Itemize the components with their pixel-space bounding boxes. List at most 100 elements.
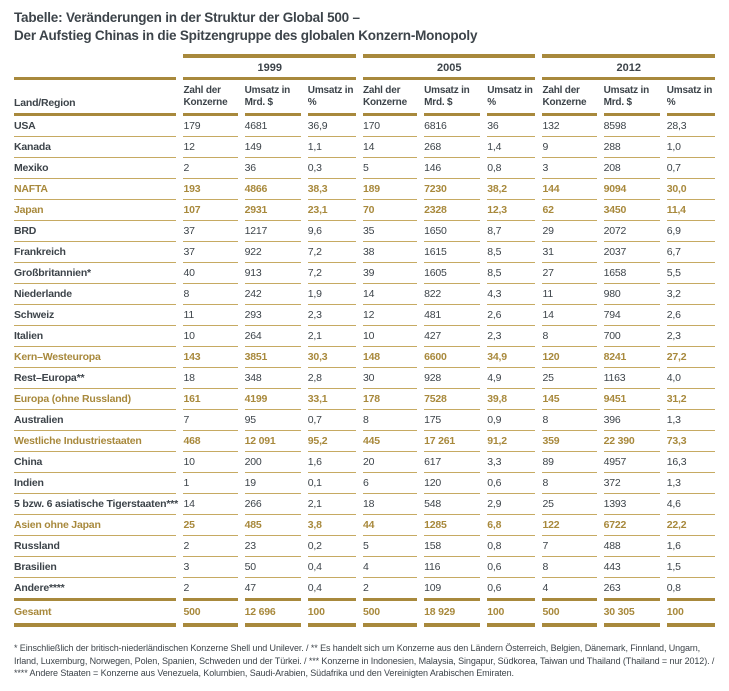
row-label: Brasilien [14, 557, 177, 578]
cell-value: 8 [362, 410, 418, 431]
global500-table: 1999 2005 2012 Land/Region Zahl der Konz… [7, 54, 722, 627]
row-label: Frankreich [14, 242, 177, 263]
row-label: Kanada [14, 137, 177, 158]
table-row: Kern–Westeuropa 143 3851 30,3 148 6600 34,9 120… [14, 347, 715, 368]
row-label: Schweiz [14, 305, 177, 326]
cell-value: 0,2 [307, 536, 356, 557]
cell-value: 1285 [424, 515, 481, 536]
corner-cell [14, 54, 177, 80]
cell-value: 2,1 [307, 326, 356, 347]
cell-value: 145 [542, 389, 597, 410]
cell-value: 0,4 [307, 582, 322, 594]
cell-value: 3,3 [487, 452, 536, 473]
cell-value: 16,3 [666, 452, 715, 473]
cell-value: 100 [487, 598, 536, 627]
row-label: Gesamt [14, 598, 177, 627]
cell-value: 617 [424, 452, 481, 473]
cell-value: 8241 [603, 347, 660, 368]
cell-value: 2,9 [487, 494, 536, 515]
cell-value: 47 [244, 582, 256, 594]
cell-value: 25 [542, 368, 597, 389]
cell-value: 132 [542, 116, 597, 137]
row-label: USA [14, 116, 177, 137]
cell-value: 12 696 [244, 598, 301, 627]
cell-value: 23 [244, 536, 301, 557]
cell-value: 1217 [244, 221, 301, 242]
col-header-umsatz-mrd-1999: Umsatz in Mrd. $ [244, 80, 301, 116]
table-row: Europa (ohne Russland) 161 4199 33,1 178 7528… [14, 389, 715, 410]
row-label: Russland [14, 536, 177, 557]
cell-value: 3450 [603, 200, 660, 221]
cell-value: 2,8 [307, 368, 356, 389]
table-body: USA 179 4681 36,9 170 6816 36 132 8598 28,3 Kanada… [14, 116, 715, 627]
cell-value: 193 [183, 179, 238, 200]
cell-value: 27,2 [666, 347, 715, 368]
table-row: Mexiko 2 36 0,3 5 146 0,8 3 208 0,7 [14, 158, 715, 179]
cell-value: 1615 [424, 242, 481, 263]
cell-value: 2,3 [307, 305, 356, 326]
cell-value: 38 [362, 242, 418, 263]
cell-value: 36,9 [307, 116, 356, 137]
cell-value: 7,2 [307, 263, 356, 284]
row-label: China [14, 452, 177, 473]
cell-value: 6600 [424, 347, 481, 368]
cell-value: 39 [362, 263, 418, 284]
table-row: Rest–Europa** 18 348 2,8 30 928 4,9 25 1163 4,0 [14, 368, 715, 389]
cell-value: 4957 [603, 452, 660, 473]
row-label: 5 bzw. 6 asiatische Tigerstaaten*** [14, 494, 178, 515]
cell-value: 18 [362, 494, 418, 515]
cell-value: 44 [362, 515, 418, 536]
year-header-row: 1999 2005 2012 [14, 54, 715, 80]
cell-value: 2072 [603, 221, 660, 242]
cell-value: 4,0 [666, 368, 715, 389]
table-row: USA 179 4681 36,9 170 6816 36 132 8598 28,3 [14, 116, 715, 137]
cell-value: 7 [183, 410, 238, 431]
cell-value: 20 [362, 452, 418, 473]
table-row: China 10 200 1,6 20 617 3,3 89 4957 16,3 [14, 452, 715, 473]
cell-value: 19 [244, 473, 301, 494]
row-label: Asien ohne Japan [14, 515, 177, 536]
cell-value: 38,3 [307, 179, 356, 200]
cell-value: 4,3 [487, 284, 536, 305]
table-row: Indien 1 19 0,1 6 120 0,6 8 372 1,3 [14, 473, 715, 494]
cell-value: 822 [424, 284, 481, 305]
cell-value: 372 [603, 473, 660, 494]
cell-value: 2 [362, 582, 369, 594]
cell-value: 120 [542, 347, 597, 368]
row-label: Rest–Europa** [14, 368, 177, 389]
cell-value: 31,2 [666, 389, 715, 410]
cell-value: 23,1 [307, 200, 356, 221]
table-row: BRD 37 1217 9,6 35 1650 8,7 29 2072 6,9 [14, 221, 715, 242]
cell-value: 1,5 [666, 557, 715, 578]
table-row: Japan 107 2931 23,1 70 2328 12,3 62 3450 11,4 [14, 200, 715, 221]
cell-value: 3 [542, 158, 597, 179]
cell-value: 8598 [603, 116, 660, 137]
year-header-2005: 2005 [362, 54, 536, 80]
cell-value: 3,8 [307, 515, 356, 536]
cell-value: 39,8 [487, 389, 536, 410]
cell-value: 14 [542, 305, 597, 326]
cell-value: 268 [424, 137, 481, 158]
cell-value: 7230 [424, 179, 481, 200]
cell-value: 4 [362, 557, 418, 578]
label-column-header: Land/Region [14, 80, 177, 116]
cell-value: 263 [603, 582, 621, 594]
cell-value: 9451 [603, 389, 660, 410]
row-label: Japan [14, 200, 177, 221]
row-label: Mexiko [14, 158, 177, 179]
cell-value: 18 [183, 368, 238, 389]
cell-value: 1,3 [666, 410, 715, 431]
cell-value: 158 [424, 536, 481, 557]
cell-value: 4 [542, 582, 549, 594]
cell-value: 2,6 [487, 305, 536, 326]
cell-value: 25 [542, 494, 597, 515]
cell-value: 3 [183, 557, 238, 578]
cell-value: 264 [244, 326, 301, 347]
cell-value: 8 [542, 326, 597, 347]
cell-value: 980 [603, 284, 660, 305]
cell-value: 6722 [603, 515, 660, 536]
cell-value: 2,3 [666, 326, 715, 347]
table-row: NAFTA 193 4866 38,3 189 7230 38,2 144 9094 30,0 [14, 179, 715, 200]
cell-value: 161 [183, 389, 238, 410]
